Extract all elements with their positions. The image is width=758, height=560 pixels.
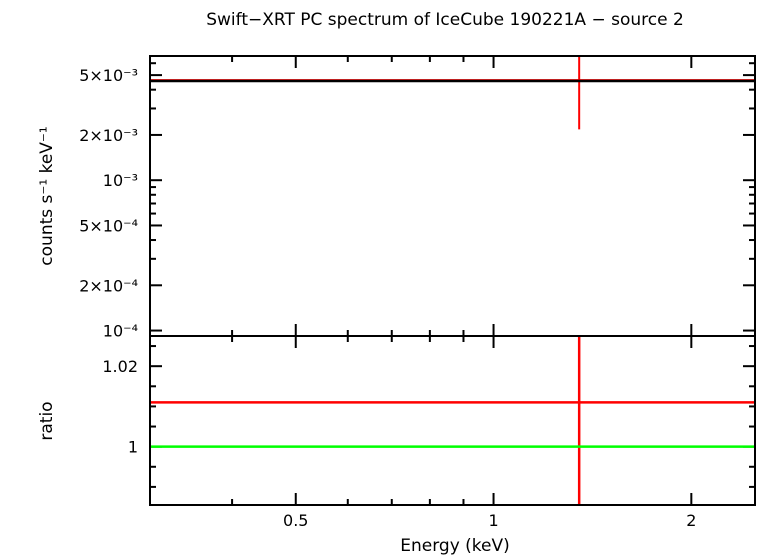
x-tick-label: 2 — [686, 511, 696, 530]
spectrum-frame — [149, 55, 756, 337]
y-tick-label: 2×10⁻⁴ — [79, 276, 138, 295]
ratio-ticks: 1.02 1 0.5 1 2 — [102, 336, 755, 530]
y-tick-label: 5×10⁻³ — [79, 66, 138, 85]
y-tick-label: 10⁻³ — [103, 171, 138, 190]
x-tick-label: 1 — [488, 511, 498, 530]
spectrum-marks — [150, 56, 755, 130]
y-tick-label: 5×10⁻⁴ — [79, 216, 138, 235]
y-tick-label: 2×10⁻³ — [79, 126, 138, 145]
ratio-y-tick-label: 1 — [128, 438, 138, 457]
spectrum-ticks: 5×10⁻³ 2×10⁻³ 10⁻³ 5×10⁻⁴ 2×10⁻⁴ 10⁻⁴ — [79, 56, 755, 341]
x-tick-label: 0.5 — [283, 511, 308, 530]
ratio-marks — [150, 336, 755, 505]
ratio-y-tick-label: 1.02 — [102, 357, 138, 376]
spectrum-y-axis-label: counts s⁻¹ keV⁻¹ — [37, 126, 57, 265]
x-axis-label: Energy (keV) — [400, 536, 510, 556]
y-tick-label: 10⁻⁴ — [103, 322, 138, 341]
ratio-y-axis-label: ratio — [37, 401, 57, 440]
ratio-panel: 1.02 1 0.5 1 2 ratio Energy (keV) — [37, 335, 756, 556]
spectrum-panel: 5×10⁻³ 2×10⁻³ 10⁻³ 5×10⁻⁴ 2×10⁻⁴ 10⁻⁴ counts … — [37, 55, 756, 341]
ratio-frame — [149, 335, 756, 506]
chart-title: Swift−XRT PC spectrum of IceCube 190221A… — [206, 10, 684, 30]
